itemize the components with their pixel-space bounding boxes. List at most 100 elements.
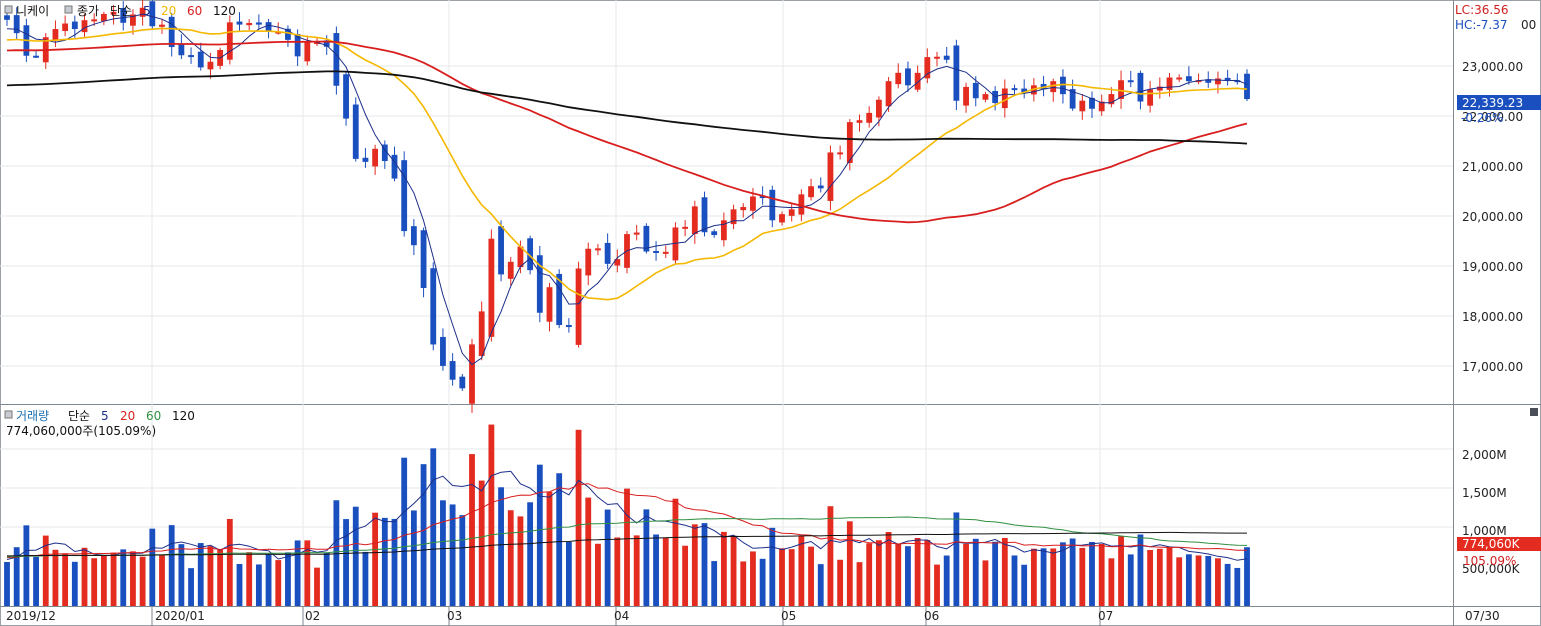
- candle: [565, 325, 572, 328]
- candle: [110, 11, 117, 15]
- candle: [488, 238, 495, 337]
- legend-box-icon[interactable]: [4, 5, 13, 14]
- volume-bar: [1156, 548, 1163, 606]
- candle: [982, 94, 989, 100]
- volume-bar: [837, 559, 844, 606]
- hc-label: HC:-7.37: [1455, 18, 1508, 32]
- volume-bar: [808, 546, 814, 606]
- candle: [91, 19, 98, 22]
- volume-bar: [905, 546, 911, 606]
- volume-bar: [4, 561, 10, 606]
- volume-bar: [333, 500, 340, 606]
- volume-bar: [459, 515, 466, 606]
- candle: [71, 21, 78, 30]
- volume-bar: [575, 429, 582, 606]
- legend-box-icon[interactable]: [64, 5, 73, 14]
- candle: [914, 72, 921, 90]
- candle: [362, 157, 369, 162]
- candle: [1030, 85, 1037, 95]
- candle: [856, 120, 863, 123]
- vol-ma60-label: 60: [146, 409, 161, 423]
- volume-bar: [323, 552, 330, 606]
- candle: [265, 22, 272, 32]
- volume-bar: [788, 549, 795, 606]
- volume-bar: [556, 473, 563, 606]
- candle: [1147, 89, 1154, 106]
- candle: [100, 13, 107, 22]
- candle: [226, 22, 233, 60]
- volume-plot[interactable]: [4, 424, 1250, 606]
- volume-bar: [691, 524, 698, 606]
- volume-bar: [23, 525, 30, 606]
- y-tick-label: 23,000.00: [1462, 60, 1523, 74]
- volume-bar: [992, 541, 999, 606]
- vol-ma120-label: 120: [172, 409, 195, 423]
- price-plot[interactable]: [4, 0, 1250, 414]
- volume-bar: [895, 543, 902, 606]
- volume-bar: [527, 502, 534, 606]
- volume-bar: [314, 567, 320, 606]
- volume-bar: [294, 540, 301, 606]
- panel-close-icon[interactable]: [1530, 408, 1538, 416]
- volume-bar: [1234, 567, 1241, 606]
- volume-bar: [265, 554, 272, 606]
- volume-bar: [614, 537, 621, 606]
- candle: [1215, 78, 1221, 85]
- volume-bar: [604, 509, 611, 606]
- volume-ma120-line: [7, 531, 1247, 557]
- volume-bar: [168, 525, 175, 606]
- volume-bar: [565, 541, 572, 606]
- volume-bar: [759, 558, 766, 606]
- volume-bar: [1118, 536, 1124, 606]
- legend-box-icon[interactable]: [4, 410, 13, 419]
- x-label-04: 04: [614, 609, 629, 623]
- volume-bar: [1060, 542, 1066, 606]
- candle: [895, 72, 902, 85]
- volume-bar: [217, 549, 224, 606]
- candle: [401, 160, 408, 232]
- candle: [4, 15, 10, 20]
- volume-bar: [469, 454, 475, 606]
- candle: [798, 194, 805, 215]
- candle: [1079, 100, 1086, 112]
- volume-bar: [1176, 557, 1183, 606]
- volume-bar: [71, 561, 78, 606]
- volume-bar: [236, 563, 243, 606]
- candle: [459, 376, 466, 389]
- y-tick-label: 19,000.00: [1462, 260, 1523, 274]
- lc-label: LC:36.56: [1455, 3, 1508, 17]
- volume-pct: 105.09%: [1463, 554, 1516, 568]
- candle: [779, 214, 785, 223]
- volume-bar: [13, 547, 20, 606]
- volume-bar: [633, 535, 640, 606]
- volume-bar: [711, 561, 718, 606]
- candle: [391, 154, 398, 179]
- ma5-line: [6, 13, 1248, 366]
- current-volume: 774,060,000주(105.09%): [6, 424, 156, 438]
- close-label: 종가: [77, 4, 99, 18]
- volume-bar: [972, 538, 979, 606]
- x-label-05: 05: [781, 609, 796, 623]
- volume-bar: [391, 518, 398, 606]
- volume-bar: [401, 457, 408, 606]
- candle: [178, 44, 185, 56]
- candle: [285, 28, 291, 40]
- candle: [120, 8, 127, 23]
- x-label-06: 06: [924, 609, 939, 623]
- candle: [1205, 79, 1212, 83]
- volume-bar: [1215, 558, 1221, 606]
- candle: [837, 152, 844, 155]
- y-tick-label: 21,000.00: [1462, 160, 1523, 174]
- volume-bar: [255, 564, 262, 606]
- candle: [575, 268, 582, 345]
- symbol-name: 니케이: [16, 4, 49, 18]
- volume-legend: 거래량 단순 5 20 60 120 774,060,000주(105.09%): [4, 408, 1538, 438]
- candle: [168, 16, 175, 48]
- volume-ma-label: 단순: [68, 409, 90, 423]
- y-tick-label: 17,000.00: [1462, 360, 1523, 374]
- volume-y-tick: 500,000K: [1462, 562, 1521, 576]
- candle: [1224, 77, 1231, 81]
- candle: [352, 104, 359, 159]
- candle: [1118, 80, 1124, 99]
